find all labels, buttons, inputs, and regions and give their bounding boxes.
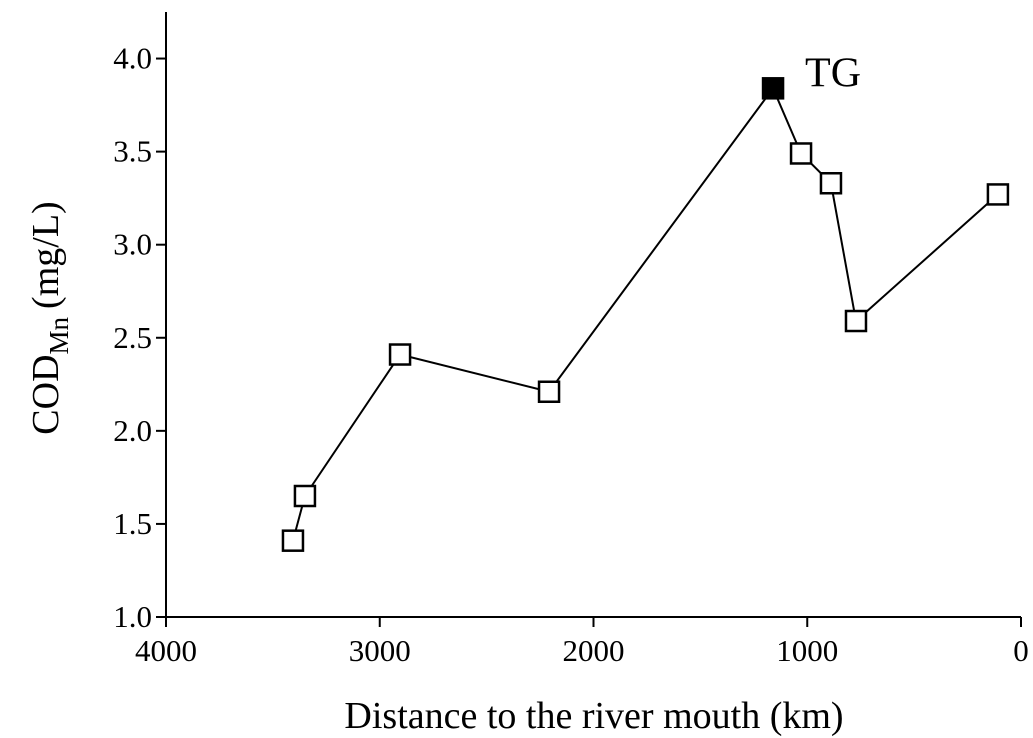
y-tick-label: 1.0 [113, 599, 152, 634]
x-tick-label: 3000 [349, 633, 411, 668]
x-tick-label: 0 [1013, 633, 1029, 668]
x-tick-label: 1000 [776, 633, 838, 668]
series-line [292, 86, 999, 541]
y-tick-label: 2.0 [113, 413, 152, 448]
data-point [293, 484, 317, 508]
data-point [986, 183, 1010, 206]
y-tick-label: 4.0 [113, 41, 152, 76]
y-tick-label: 3.5 [113, 134, 152, 169]
data-point [844, 309, 868, 333]
data-point [281, 529, 305, 552]
data-point [819, 172, 843, 195]
y-axis-label: CODMn (mg/L) [25, 201, 74, 434]
x-axis-label: Distance to the river mouth (km) [344, 695, 843, 737]
annotation: TG [805, 50, 861, 96]
y-tick-label: 2.5 [113, 320, 152, 355]
data-point [537, 380, 561, 404]
y-tick-label: 1.5 [113, 506, 152, 541]
y-label-unit: (mg/L) [25, 201, 67, 309]
x-tick-label: 4000 [135, 633, 197, 668]
y-tick-label: 3.0 [113, 227, 152, 262]
y-label-main: COD [25, 354, 67, 434]
x-tick-label: 2000 [563, 633, 625, 668]
data-point [789, 142, 813, 165]
y-label-sub: Mn [44, 316, 74, 354]
data-point [761, 77, 785, 100]
data-point [388, 343, 412, 366]
